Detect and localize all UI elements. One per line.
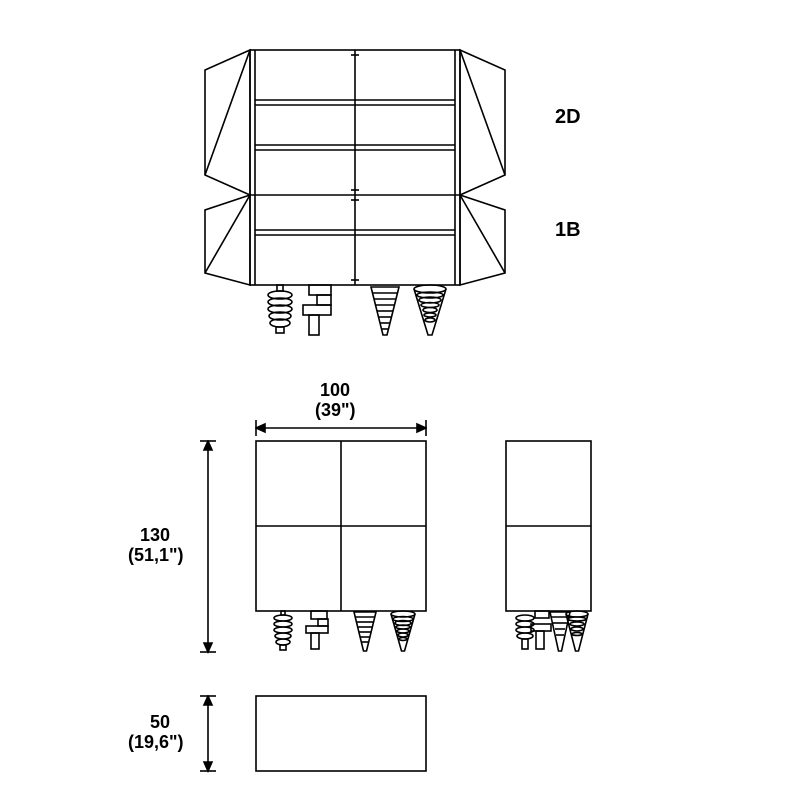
dim-height-in: (51,1") bbox=[128, 545, 184, 567]
dim-width-in: (39") bbox=[315, 400, 356, 422]
open-cabinet-view bbox=[175, 45, 535, 350]
dim-depth-cm: 50 bbox=[150, 712, 170, 734]
top-plan-view bbox=[255, 695, 427, 773]
tag-1b: 1B bbox=[555, 218, 581, 242]
dim-height-line bbox=[200, 440, 218, 665]
front-closed-view bbox=[255, 440, 427, 665]
tag-2d: 2D bbox=[555, 105, 581, 129]
dim-depth-in: (19,6") bbox=[128, 732, 184, 754]
open-cabinet-svg bbox=[175, 45, 535, 350]
dim-width-cm: 100 bbox=[320, 380, 350, 402]
side-closed-view bbox=[505, 440, 595, 665]
dim-width-line bbox=[255, 420, 427, 438]
dim-height-cm: 130 bbox=[140, 525, 170, 547]
dim-depth-line bbox=[200, 695, 218, 773]
